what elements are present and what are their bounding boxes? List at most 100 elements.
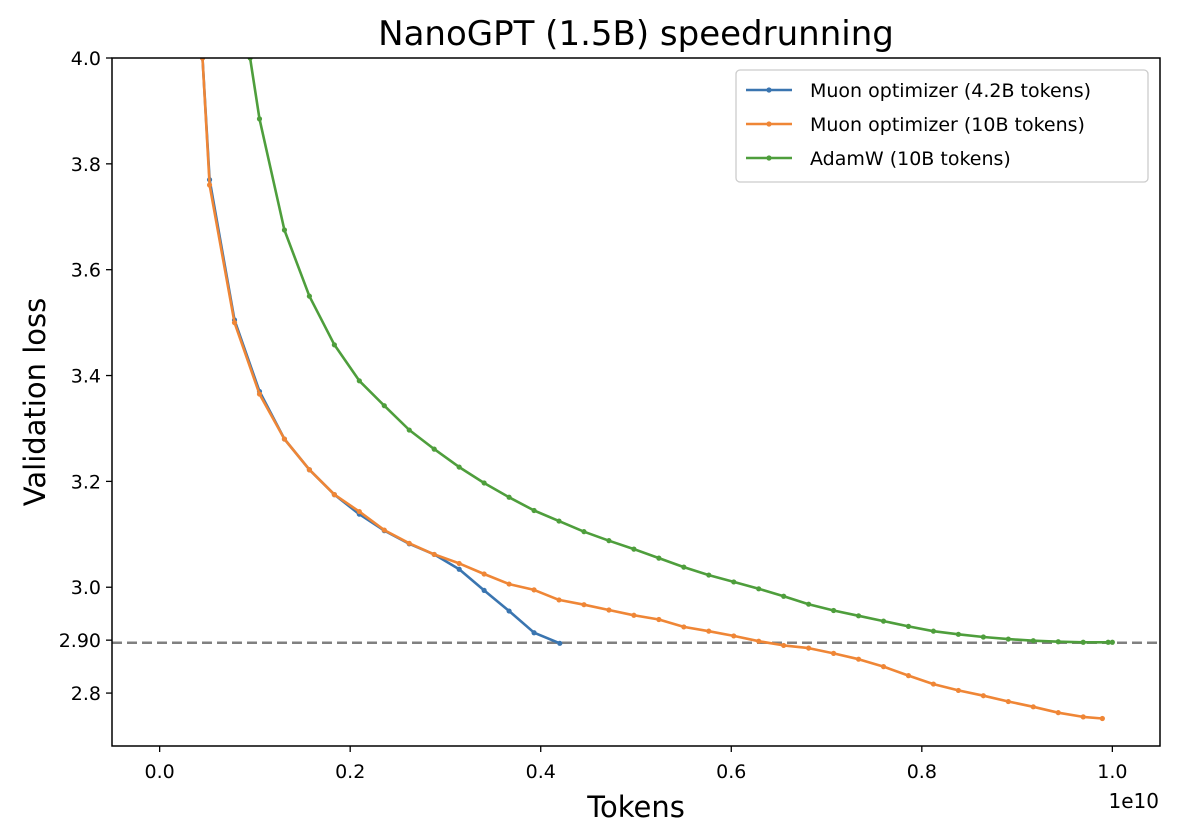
data-point — [581, 602, 587, 608]
series-line — [201, 58, 1103, 720]
x-tick-label: 1.0 — [1097, 761, 1127, 783]
data-point — [1105, 639, 1111, 645]
x-tick-label: 0.4 — [526, 761, 556, 783]
data-point — [731, 579, 737, 585]
series-line — [201, 58, 561, 645]
legend: Muon optimizer (4.2B tokens) Muon optimiz… — [735, 69, 1149, 183]
data-point — [456, 464, 462, 470]
y-tick-label: 3.4 — [71, 366, 101, 388]
data-point — [406, 540, 412, 546]
data-point — [681, 564, 687, 570]
data-point — [1080, 714, 1086, 720]
x-tick-label: 0.2 — [335, 761, 365, 783]
x-tick-label: 0.8 — [907, 761, 937, 783]
data-point — [781, 593, 787, 599]
y-tick-label: 4.0 — [71, 48, 101, 70]
data-point — [806, 601, 812, 607]
data-point — [256, 391, 263, 397]
data-point — [381, 403, 387, 409]
data-point — [1080, 639, 1086, 645]
x-axis-label: Tokens — [586, 790, 685, 824]
data-point — [206, 182, 213, 188]
data-point — [256, 116, 263, 122]
y-axis-label: Validation loss — [18, 298, 52, 506]
x-tick-label: 0.6 — [716, 761, 746, 783]
data-point — [706, 628, 712, 634]
data-point — [806, 645, 812, 651]
data-point — [481, 480, 487, 486]
data-point — [681, 624, 687, 630]
data-point — [356, 378, 362, 384]
axes-frame — [111, 57, 1161, 747]
data-point — [456, 560, 462, 567]
data-point — [756, 586, 762, 592]
data-point — [581, 529, 587, 535]
data-point — [1109, 639, 1115, 645]
data-point — [656, 616, 662, 623]
data-point — [557, 640, 563, 646]
data-point — [1005, 636, 1011, 642]
data-point — [606, 607, 612, 613]
data-point — [1030, 704, 1036, 710]
data-point — [481, 587, 487, 594]
axis-ticks: 0.0 0.2 0.4 0.6 0.8 1.0 2.8 2.90 3.0 3.2 3.4 3.6 3.8… — [59, 48, 1128, 783]
data-point — [980, 634, 986, 640]
plot-area — [112, 58, 1160, 722]
data-point — [880, 618, 887, 624]
data-point — [506, 608, 512, 614]
data-point — [531, 507, 537, 514]
y-tick-label: 2.90 — [59, 630, 101, 652]
data-point — [556, 518, 562, 524]
data-point — [281, 436, 288, 442]
series-2 — [199, 58, 1105, 722]
data-point — [356, 508, 362, 515]
data-point — [781, 642, 787, 649]
data-point — [381, 527, 387, 533]
chart-title: NanoGPT (1.5B) speedrunning — [378, 14, 894, 54]
data-point — [631, 612, 637, 618]
data-point — [905, 623, 912, 629]
data-point — [431, 446, 437, 452]
x-tick-label: 0.0 — [145, 761, 175, 783]
y-tick-label: 3.6 — [71, 260, 101, 282]
data-point — [406, 427, 412, 433]
legend-marker — [766, 121, 772, 127]
data-point — [431, 551, 437, 558]
data-point — [606, 538, 612, 544]
data-point — [980, 693, 986, 699]
data-point — [1055, 639, 1061, 645]
data-point — [456, 566, 462, 572]
legend-marker — [766, 155, 772, 161]
series-1 — [199, 58, 563, 646]
data-point — [506, 494, 512, 500]
data-point — [706, 572, 712, 578]
y-tick-label: 3.8 — [71, 154, 101, 176]
data-point — [756, 638, 762, 644]
data-point — [955, 631, 962, 637]
data-point — [955, 687, 962, 694]
data-point — [1055, 710, 1061, 716]
data-point — [930, 681, 937, 687]
y-tick-label: 2.8 — [71, 683, 101, 705]
data-point — [830, 607, 837, 614]
data-point — [231, 320, 238, 326]
data-point — [656, 555, 662, 561]
legend-label: Muon optimizer (4.2B tokens) — [810, 80, 1091, 102]
legend-marker — [766, 87, 772, 93]
data-point — [331, 492, 337, 498]
data-point — [1030, 638, 1036, 644]
legend-frame — [735, 69, 1149, 183]
data-point — [306, 467, 313, 473]
data-point — [481, 571, 487, 577]
data-point — [281, 227, 288, 233]
y-tick-label: 3.0 — [71, 577, 101, 599]
data-point — [631, 546, 637, 552]
data-point — [556, 597, 562, 603]
legend-label: AdamW (10B tokens) — [810, 148, 1011, 170]
data-point — [531, 587, 537, 593]
data-point — [855, 613, 862, 619]
data-point — [905, 673, 912, 679]
data-point — [331, 342, 337, 348]
y-tick-label: 3.2 — [71, 471, 101, 493]
